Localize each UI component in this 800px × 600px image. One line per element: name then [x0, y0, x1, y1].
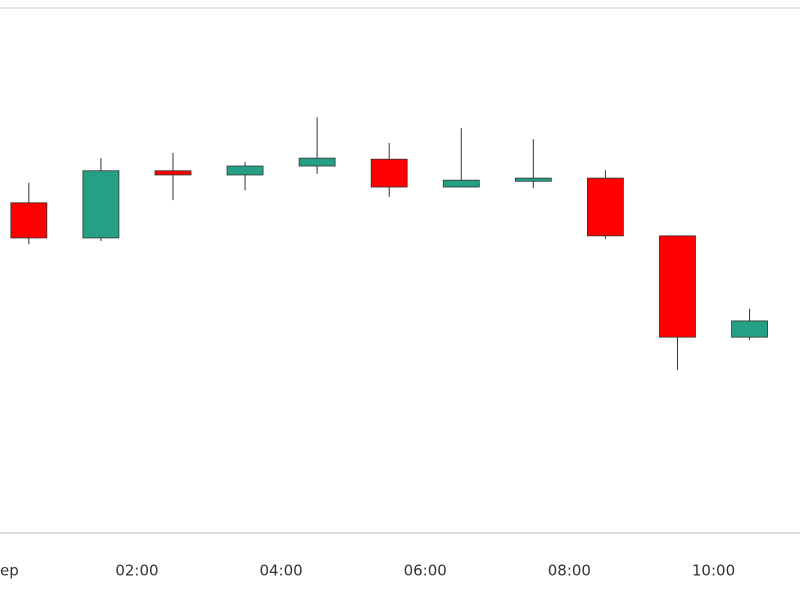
candle-body [659, 235, 696, 338]
candle-body [10, 202, 48, 239]
candle-body [442, 179, 480, 188]
x-tick-label: 06:00 [404, 562, 447, 580]
candle-body [370, 158, 408, 188]
x-tick-label: 08:00 [548, 562, 591, 580]
candle-body [514, 177, 552, 182]
candle-body [731, 320, 768, 338]
x-tick-label: ep [0, 562, 19, 580]
candle-body [226, 165, 264, 176]
candle-body [154, 170, 192, 176]
candle-body [298, 157, 336, 167]
x-tick-label: 04:00 [259, 562, 302, 580]
candle-body [82, 170, 120, 239]
x-tick-label: 02:00 [115, 562, 158, 580]
candle-body [587, 177, 624, 237]
x-tick-label: 10:00 [692, 562, 735, 580]
